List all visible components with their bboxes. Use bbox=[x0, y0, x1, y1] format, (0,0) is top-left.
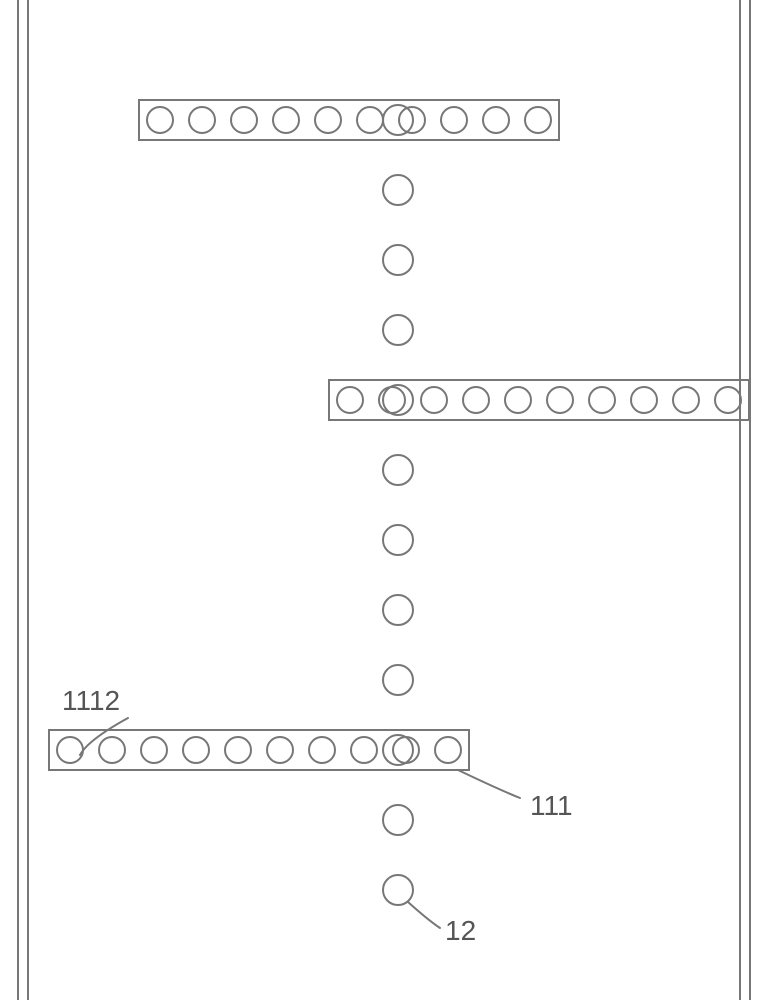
bar-top bbox=[139, 100, 559, 140]
bar-top-hole bbox=[273, 107, 299, 133]
lbl-12-leader bbox=[408, 902, 440, 928]
column-circle bbox=[383, 665, 413, 695]
lbl-1112: 1112 bbox=[62, 685, 128, 755]
bar-middle-hole bbox=[421, 387, 447, 413]
column-circle bbox=[383, 455, 413, 485]
bar-top-hole bbox=[189, 107, 215, 133]
bar-top-hole bbox=[357, 107, 383, 133]
bar-bottom-hole bbox=[393, 737, 419, 763]
bar-top-hole bbox=[231, 107, 257, 133]
bar-top-hole bbox=[147, 107, 173, 133]
vertical-column bbox=[383, 105, 413, 905]
column-circle bbox=[383, 595, 413, 625]
bar-bottom-hole bbox=[141, 737, 167, 763]
bar-top-hole bbox=[483, 107, 509, 133]
bar-bottom-hole bbox=[57, 737, 83, 763]
bar-middle-hole bbox=[505, 387, 531, 413]
bar-middle-hole bbox=[463, 387, 489, 413]
bar-bottom bbox=[49, 730, 469, 770]
bar-middle-hole bbox=[673, 387, 699, 413]
bar-bottom-hole bbox=[183, 737, 209, 763]
bar-middle-hole bbox=[589, 387, 615, 413]
bar-middle-hole bbox=[631, 387, 657, 413]
lbl-111: 111 bbox=[458, 770, 573, 821]
lbl-12: 12 bbox=[408, 902, 476, 946]
bar-middle-hole bbox=[547, 387, 573, 413]
column-circle bbox=[383, 525, 413, 555]
bar-top-hole bbox=[441, 107, 467, 133]
bar-middle bbox=[329, 380, 749, 420]
column-circle bbox=[383, 875, 413, 905]
lbl-1112-leader bbox=[80, 718, 128, 755]
bar-bottom-hole bbox=[225, 737, 251, 763]
lbl-111-text: 111 bbox=[530, 790, 573, 821]
bar-top-hole bbox=[525, 107, 551, 133]
column-circle bbox=[383, 805, 413, 835]
bar-top-hole bbox=[315, 107, 341, 133]
column-circle bbox=[383, 245, 413, 275]
lbl-12-text: 12 bbox=[445, 915, 476, 946]
column-circle bbox=[383, 175, 413, 205]
column-circle bbox=[383, 315, 413, 345]
bar-bottom-hole bbox=[267, 737, 293, 763]
bar-bottom-hole bbox=[351, 737, 377, 763]
bar-middle-hole bbox=[715, 387, 741, 413]
bar-bottom-hole bbox=[435, 737, 461, 763]
bar-middle-hole bbox=[337, 387, 363, 413]
bar-bottom-hole bbox=[309, 737, 335, 763]
lbl-111-leader bbox=[458, 770, 520, 798]
lbl-1112-text: 1112 bbox=[62, 685, 120, 716]
bar-bottom-hole bbox=[99, 737, 125, 763]
